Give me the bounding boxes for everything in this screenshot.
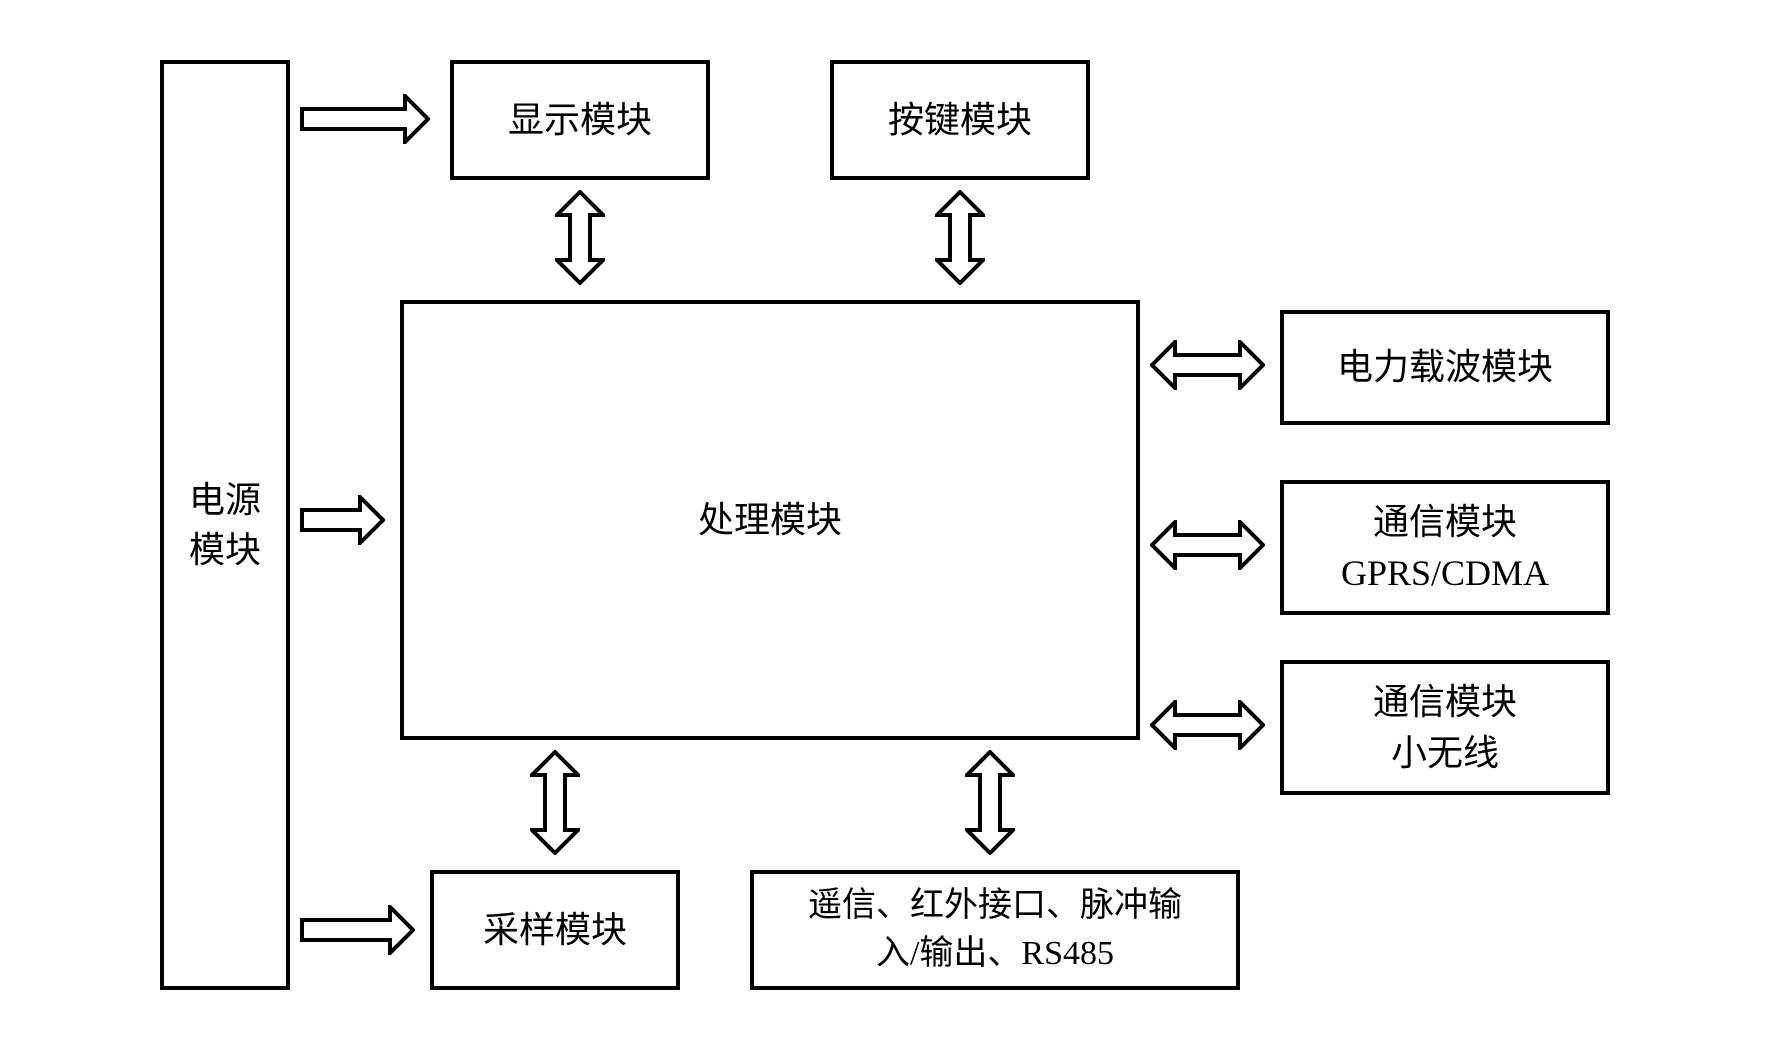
power-module-label: 电源模块 <box>189 475 261 576</box>
arrow-power-sampling <box>300 905 415 955</box>
key-module-label: 按键模块 <box>888 95 1032 145</box>
arrow-power-process <box>300 495 385 545</box>
wireless-module-label: 通信模块小无线 <box>1373 677 1517 778</box>
sampling-module-box: 采样模块 <box>430 870 680 990</box>
gprs-module-label: 通信模块GPRS/CDMA <box>1341 497 1549 598</box>
display-module-label: 显示模块 <box>508 95 652 145</box>
arrow-process-gprs <box>1150 520 1265 570</box>
display-module-box: 显示模块 <box>450 60 710 180</box>
arrow-process-sampling <box>530 750 580 855</box>
arrow-process-plc <box>1150 340 1265 390</box>
plc-module-box: 电力载波模块 <box>1280 310 1610 425</box>
io-module-label: 遥信、红外接口、脉冲输入/输出、RS485 <box>808 882 1182 977</box>
process-module-box: 处理模块 <box>400 300 1140 740</box>
power-module-box: 电源模块 <box>160 60 290 990</box>
arrow-process-wireless <box>1150 700 1265 750</box>
arrow-key-process <box>935 190 985 285</box>
wireless-module-box: 通信模块小无线 <box>1280 660 1610 795</box>
key-module-box: 按键模块 <box>830 60 1090 180</box>
arrow-display-process <box>555 190 605 285</box>
arrow-process-io <box>965 750 1015 855</box>
sampling-module-label: 采样模块 <box>483 905 627 955</box>
io-module-box: 遥信、红外接口、脉冲输入/输出、RS485 <box>750 870 1240 990</box>
plc-module-label: 电力载波模块 <box>1337 342 1553 392</box>
process-module-label: 处理模块 <box>698 495 842 545</box>
arrow-power-display <box>300 94 430 144</box>
gprs-module-box: 通信模块GPRS/CDMA <box>1280 480 1610 615</box>
